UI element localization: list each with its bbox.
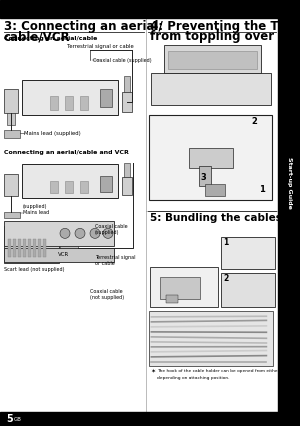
Text: ✶: ✶ — [150, 369, 156, 374]
Bar — [65, 181, 73, 193]
Text: 3: Connecting an aerial/: 3: Connecting an aerial/ — [4, 20, 163, 33]
Text: 1: 1 — [224, 238, 229, 247]
Bar — [80, 96, 88, 110]
Text: cable/VCR: cable/VCR — [4, 30, 70, 43]
Circle shape — [103, 228, 113, 239]
Text: VCR: VCR — [58, 252, 69, 257]
Bar — [50, 96, 58, 110]
Circle shape — [60, 228, 70, 239]
Bar — [65, 96, 73, 110]
Text: Connecting an aerial/cable and VCR: Connecting an aerial/cable and VCR — [4, 150, 129, 155]
Text: Connecting an aerial/cable: Connecting an aerial/cable — [4, 36, 98, 41]
Bar — [4, 248, 114, 262]
Bar — [4, 174, 18, 196]
Text: 3: 3 — [200, 173, 206, 182]
Bar — [22, 80, 118, 115]
Text: Mains lead (supplied): Mains lead (supplied) — [24, 130, 81, 135]
Bar — [164, 45, 261, 73]
Text: (supplied): (supplied) — [95, 230, 119, 235]
Bar — [122, 177, 132, 195]
Bar — [221, 273, 275, 307]
Bar — [152, 73, 272, 105]
Text: Coaxial cable: Coaxial cable — [95, 224, 128, 229]
Bar — [221, 237, 275, 269]
Bar — [8, 239, 11, 257]
Bar — [149, 311, 273, 366]
Bar — [149, 115, 272, 200]
Text: 2: 2 — [251, 116, 257, 126]
Text: Coaxial cable: Coaxial cable — [90, 289, 123, 294]
Bar — [124, 76, 130, 92]
Bar — [50, 181, 58, 193]
Bar — [22, 164, 118, 198]
Text: 5: 5 — [6, 414, 13, 424]
Circle shape — [90, 228, 100, 239]
Bar — [100, 89, 112, 107]
Bar — [150, 267, 218, 307]
Text: Mains lead: Mains lead — [23, 210, 49, 215]
Bar — [160, 277, 200, 299]
Bar — [205, 184, 225, 196]
Text: Terrestrial signal: Terrestrial signal — [95, 255, 136, 260]
Bar — [0, 412, 278, 426]
Bar — [38, 239, 41, 257]
Bar — [4, 212, 20, 218]
Bar — [33, 239, 36, 257]
Bar — [60, 241, 78, 255]
Bar — [18, 239, 21, 257]
Text: from toppling over: from toppling over — [150, 30, 274, 43]
Bar — [199, 166, 211, 186]
Text: Coaxial cable (supplied): Coaxial cable (supplied) — [93, 58, 152, 63]
Bar — [278, 18, 300, 426]
Bar — [4, 130, 20, 138]
Text: GB: GB — [14, 417, 22, 422]
Text: Terrestrial signal or cable: Terrestrial signal or cable — [67, 44, 134, 49]
Bar — [124, 163, 130, 177]
Text: Start-up Guide: Start-up Guide — [287, 157, 292, 209]
Text: 4: Preventing the TV: 4: Preventing the TV — [150, 20, 288, 33]
Text: 1: 1 — [260, 185, 265, 195]
Bar — [23, 239, 26, 257]
Bar — [13, 239, 16, 257]
Bar — [80, 181, 88, 193]
Bar — [4, 221, 114, 246]
Text: (not supplied): (not supplied) — [90, 295, 124, 300]
Bar — [28, 239, 31, 257]
Bar — [0, 0, 300, 18]
Bar — [4, 89, 18, 113]
Text: Scart lead (not supplied): Scart lead (not supplied) — [4, 267, 64, 272]
Text: 5: Bundling the cables: 5: Bundling the cables — [150, 213, 282, 223]
Bar — [7, 113, 15, 125]
Text: (supplied): (supplied) — [23, 204, 47, 209]
Circle shape — [75, 228, 85, 239]
Bar — [100, 176, 112, 192]
Bar — [122, 92, 132, 112]
Bar — [43, 239, 46, 257]
Bar — [189, 148, 233, 168]
Text: or cable: or cable — [95, 261, 115, 266]
Bar — [168, 51, 257, 69]
Bar — [4, 226, 59, 263]
Text: The hook of the cable holder can be opened from either sides: The hook of the cable holder can be open… — [158, 369, 292, 373]
Bar — [167, 295, 178, 303]
Text: 2: 2 — [224, 274, 229, 283]
Text: depending on attaching position.: depending on attaching position. — [158, 376, 230, 380]
